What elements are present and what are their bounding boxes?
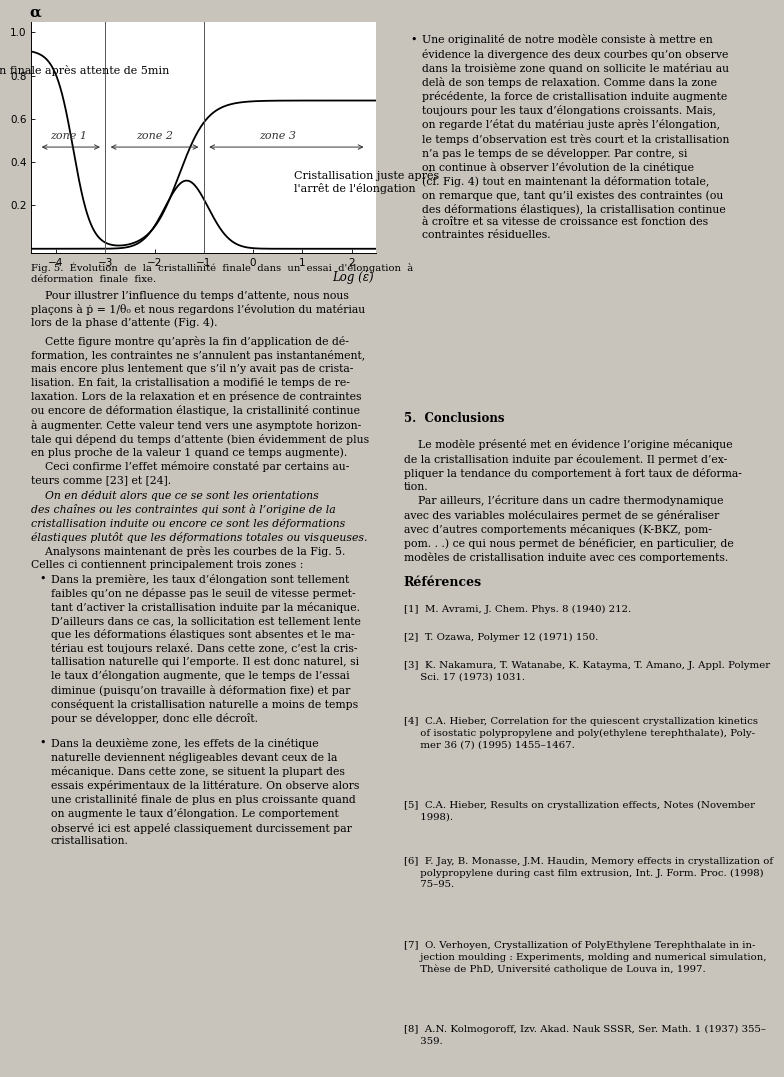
Text: On en déduit alors que ce se sont les orientations
des chaînes ou les contrainte: On en déduit alors que ce se sont les or… [31, 490, 368, 544]
Text: Références: Références [404, 576, 482, 589]
Text: [5]  C.A. Hieber, Results on crystallization effects, Notes (November
     1998): [5] C.A. Hieber, Results on crystallizat… [404, 801, 755, 822]
Text: [4]  C.A. Hieber, Correlation for the quiescent crystallization kinetics
     of: [4] C.A. Hieber, Correlation for the qui… [404, 717, 758, 750]
Text: [6]  F. Jay, B. Monasse, J.M. Haudin, Memory effects in crystallization of
     : [6] F. Jay, B. Monasse, J.M. Haudin, Mem… [404, 857, 773, 890]
Text: Cristallisation finale après attente de 5min: Cristallisation finale après attente de … [0, 65, 170, 75]
Text: Analysons maintenant de près les courbes de la Fig. 5.
Celles ci contiennent pri: Analysons maintenant de près les courbes… [31, 546, 346, 570]
Text: [1]  M. Avrami, J. Chem. Phys. 8 (1940) 212.: [1] M. Avrami, J. Chem. Phys. 8 (1940) 2… [404, 605, 631, 614]
Text: [8]  A.N. Kolmogoroff, Izv. Akad. Nauk SSSR, Ser. Math. 1 (1937) 355–
     359.: [8] A.N. Kolmogoroff, Izv. Akad. Nauk SS… [404, 1025, 766, 1046]
Text: déformation  finale  fixe.: déformation finale fixe. [31, 275, 157, 283]
Text: Dans la première, les taux d’élongation sont tellement
faibles qu’on ne dépasse : Dans la première, les taux d’élongation … [51, 574, 361, 724]
Text: •: • [410, 34, 416, 44]
Text: Une originalité de notre modèle consiste à mettre en
évidence la divergence des : Une originalité de notre modèle consiste… [422, 34, 729, 240]
Text: Pour illustrer l’influence du temps d’attente, nous nous
plaçons à ṗ = 1/θ₀ et n: Pour illustrer l’influence du temps d’at… [31, 291, 365, 328]
Text: Ceci confirme l’effet mémoire constaté par certains au-
teurs comme [23] et [24]: Ceci confirme l’effet mémoire constaté p… [31, 461, 350, 485]
Text: •: • [39, 574, 45, 584]
Text: zone 2: zone 2 [136, 130, 173, 141]
Text: [7]  O. Verhoyen, Crystallization of PolyEthylene Terephthalate in in-
     ject: [7] O. Verhoyen, Crystallization of Poly… [404, 941, 766, 974]
Text: Cristallisation juste après
l'arrêt de l'élongation: Cristallisation juste après l'arrêt de l… [293, 170, 439, 194]
Text: [3]  K. Nakamura, T. Watanabe, K. Katayma, T. Amano, J. Appl. Polymer
     Sci. : [3] K. Nakamura, T. Watanabe, K. Katayma… [404, 661, 770, 682]
Text: zone 1: zone 1 [50, 130, 87, 141]
Text: Cette figure montre qu’après la fin d’application de dé-
formation, les contrain: Cette figure montre qu’après la fin d’ap… [31, 336, 369, 459]
Text: •: • [39, 738, 45, 747]
Text: α: α [30, 5, 42, 19]
Text: Log (ε̇): Log (ε̇) [332, 270, 374, 284]
Text: Par ailleurs, l’écriture dans un cadre thermodynamique
avec des variables molécu: Par ailleurs, l’écriture dans un cadre t… [404, 495, 734, 563]
Text: Dans la deuxième zone, les effets de la cinétique
naturelle deviennent négligeab: Dans la deuxième zone, les effets de la … [51, 738, 359, 847]
Text: Le modèle présenté met en évidence l’origine mécanique
de la cristallisation ind: Le modèle présenté met en évidence l’ori… [404, 439, 742, 491]
Text: [2]  T. Ozawa, Polymer 12 (1971) 150.: [2] T. Ozawa, Polymer 12 (1971) 150. [404, 633, 598, 642]
Text: Fig. 5.  Évolution  de  la  cristallinité  finale  dans  un  essai  d'élongation: Fig. 5. Évolution de la cristallinité fi… [31, 263, 414, 274]
Text: zone 3: zone 3 [260, 130, 296, 141]
Text: 5.  Conclusions: 5. Conclusions [404, 412, 504, 425]
